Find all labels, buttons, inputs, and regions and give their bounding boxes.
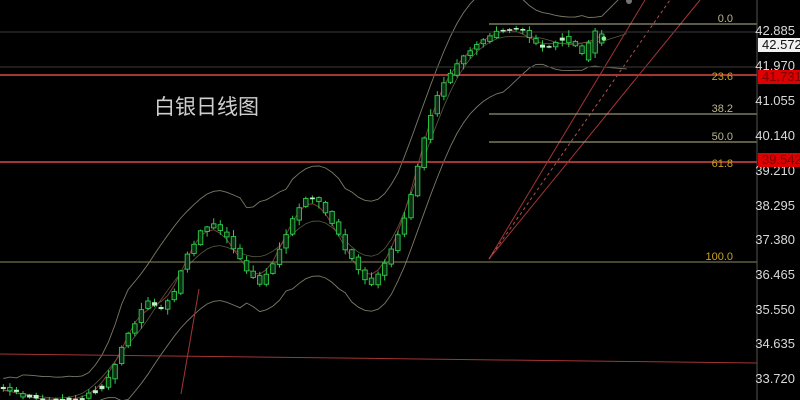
svg-text:42.572: 42.572 [762,37,800,52]
svg-text:41.055: 41.055 [755,93,795,108]
svg-text:白银日线图: 白银日线图 [154,96,259,119]
svg-text:0.0: 0.0 [718,13,733,25]
svg-text:33.720: 33.720 [755,371,795,386]
svg-text:34.635: 34.635 [755,336,795,351]
svg-text:38.295: 38.295 [755,198,795,213]
svg-text:35.550: 35.550 [755,302,795,317]
svg-text:100.0: 100.0 [705,251,733,263]
svg-text:61.8: 61.8 [712,158,733,170]
svg-text:41.731: 41.731 [762,69,800,84]
svg-text:37.380: 37.380 [755,232,795,247]
svg-text:38.2: 38.2 [712,103,733,115]
svg-text:40.140: 40.140 [755,128,795,143]
svg-text:23.6: 23.6 [712,71,733,83]
svg-text:50.0: 50.0 [712,131,733,143]
svg-text:39.542: 39.542 [762,152,800,167]
svg-text:42.885: 42.885 [755,23,795,38]
svg-text:36.465: 36.465 [755,267,795,282]
